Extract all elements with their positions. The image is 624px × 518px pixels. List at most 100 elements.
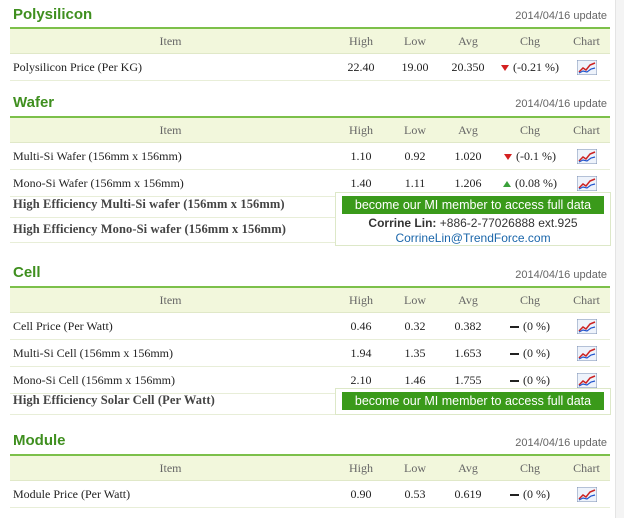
member-access-button[interactable]: become our MI member to access full data	[342, 196, 604, 214]
row-chg-cell: (0 %)	[497, 339, 563, 367]
scrollbar[interactable]	[615, 0, 624, 518]
chart-icon[interactable]	[576, 318, 597, 335]
header-chart: Chart	[563, 456, 610, 481]
header-item: Item	[10, 288, 331, 313]
row-avg-value: 1.020	[439, 142, 497, 170]
header-high: High	[331, 288, 391, 313]
module-update: 2014/04/16 update	[515, 437, 607, 449]
chart-icon[interactable]	[576, 372, 597, 389]
header-high: High	[331, 456, 391, 481]
contact-ext: ext.925	[538, 216, 578, 230]
flat-dash-icon	[510, 379, 519, 382]
row-item-label: Polysilicon Price (Per KG)	[10, 53, 331, 81]
header-item: Item	[10, 118, 331, 143]
polysilicon-rule	[10, 27, 610, 29]
promo-box: become our MI member to access full data…	[335, 192, 611, 246]
header-low: Low	[391, 29, 439, 54]
row-high-value: 22.40	[331, 53, 391, 81]
row-chg-value: (0 %)	[523, 318, 550, 333]
down-arrow-icon	[504, 153, 512, 160]
wafer-rows: Multi-Si Wafer (156mm x 156mm) 1.10 0.92 1.…	[10, 142, 610, 197]
row-chg-value: (0.08 %)	[515, 175, 557, 190]
header-low: Low	[391, 118, 439, 143]
row-low-value: 0.92	[391, 142, 439, 170]
module-table: Item High Low Avg Chg Chart Module Price…	[10, 456, 610, 508]
chart-icon[interactable]	[576, 175, 597, 192]
up-arrow-icon	[503, 180, 511, 187]
row-low-value: 1.35	[391, 339, 439, 367]
member-access-button[interactable]: become our MI member to access full data	[342, 392, 604, 410]
row-chg-cell: (-0.1 %)	[497, 142, 563, 170]
table-row: Multi-Si Wafer (156mm x 156mm) 1.10 0.92 1.…	[10, 142, 610, 170]
header-low: Low	[391, 456, 439, 481]
header-chg: Chg	[497, 118, 563, 143]
row-chg-value: (0 %)	[523, 486, 550, 501]
row-low-value: 19.00	[391, 53, 439, 81]
promo-box: become our MI member to access full data	[335, 388, 611, 415]
header-chart: Chart	[563, 118, 610, 143]
row-chg-cell: (0 %)	[497, 312, 563, 340]
row-chart-cell	[563, 312, 610, 340]
wafer-update: 2014/04/16 update	[515, 98, 607, 110]
wafer-table: Item High Low Avg Chg Chart Multi-Si Waf…	[10, 118, 610, 197]
chart-icon[interactable]	[576, 486, 597, 503]
header-chg: Chg	[497, 288, 563, 313]
row-item-label: Mono-Si Cell (156mm x 156mm)	[10, 366, 331, 394]
he-row: High Efficiency Mono-Si wafer (156mm x 1…	[10, 217, 610, 243]
chart-icon[interactable]	[576, 148, 597, 165]
module-rule	[10, 454, 610, 456]
cell-rows: Cell Price (Per Watt) 0.46 0.32 0.382 (0 %) M…	[10, 312, 610, 394]
row-high-value: 1.10	[331, 142, 391, 170]
header-item: Item	[10, 456, 331, 481]
contact-name: Corrine Lin:	[368, 216, 437, 230]
polysilicon-table: Item High Low Avg Chg Chart Polysilicon …	[10, 29, 610, 81]
cell-section: Cell 2014/04/16 update Item High Low Avg…	[10, 258, 611, 418]
module-title: Module	[13, 432, 66, 449]
module-rows: Module Price (Per Watt) 0.90 0.53 0.619 (0 %…	[10, 480, 610, 508]
row-chg-value: (-0.1 %)	[516, 148, 556, 163]
row-high-value: 1.94	[331, 339, 391, 367]
row-chart-cell	[563, 339, 610, 367]
row-chart-cell	[563, 480, 610, 508]
header-chart: Chart	[563, 288, 610, 313]
module-section: Module 2014/04/16 update Item High Low A…	[10, 426, 610, 508]
row-item-label: Multi-Si Wafer (156mm x 156mm)	[10, 142, 331, 170]
contact-line: Corrine Lin: +886-2-77026888 ext.925	[336, 216, 610, 230]
table-row: Polysilicon Price (Per KG) 22.40 19.00 20.3…	[10, 53, 610, 81]
header-item: Item	[10, 29, 331, 54]
header-high: High	[331, 29, 391, 54]
header-chart: Chart	[563, 29, 610, 54]
contact-email-link[interactable]: CorrineLin@TrendForce.com	[395, 231, 551, 245]
header-low: Low	[391, 288, 439, 313]
row-chg-value: (-0.21 %)	[513, 59, 559, 74]
wafer-title: Wafer	[13, 94, 55, 111]
polysilicon-section: Polysilicon 2014/04/16 update Item High …	[10, 0, 610, 81]
down-arrow-icon	[501, 64, 509, 71]
table-row: Mono-Si Cell (156mm x 156mm) 2.10 1.46 1.75…	[10, 366, 610, 394]
polysilicon-update: 2014/04/16 update	[515, 10, 607, 22]
header-avg: Avg	[439, 29, 497, 54]
row-low-value: 0.53	[391, 480, 439, 508]
wafer-rule	[10, 116, 610, 118]
row-avg-value: 20.350	[439, 53, 497, 81]
he-solar-cell-label: High Efficiency Solar Cell (Per Watt)	[13, 393, 215, 407]
header-avg: Avg	[439, 288, 497, 313]
row-avg-value: 1.653	[439, 339, 497, 367]
flat-dash-icon	[510, 325, 519, 328]
row-chg-cell: (-0.21 %)	[497, 53, 563, 81]
row-high-value: 0.46	[331, 312, 391, 340]
chart-icon[interactable]	[576, 345, 597, 362]
row-chg-cell: (0 %)	[497, 480, 563, 508]
chart-icon[interactable]	[576, 59, 597, 76]
flat-dash-icon	[510, 352, 519, 355]
row-item-label: Multi-Si Cell (156mm x 156mm)	[10, 339, 331, 367]
row-item-label: Module Price (Per Watt)	[10, 480, 331, 508]
flat-dash-icon	[510, 493, 519, 496]
row-chart-cell	[563, 142, 610, 170]
polysilicon-rows: Polysilicon Price (Per KG) 22.40 19.00 20.3…	[10, 53, 610, 81]
header-avg: Avg	[439, 456, 497, 481]
table-row: Module Price (Per Watt) 0.90 0.53 0.619 (0 %…	[10, 480, 610, 508]
row-avg-value: 0.619	[439, 480, 497, 508]
header-chg: Chg	[497, 29, 563, 54]
he-multi-si-wafer-label: High Efficiency Multi-Si wafer (156mm x …	[13, 197, 285, 211]
